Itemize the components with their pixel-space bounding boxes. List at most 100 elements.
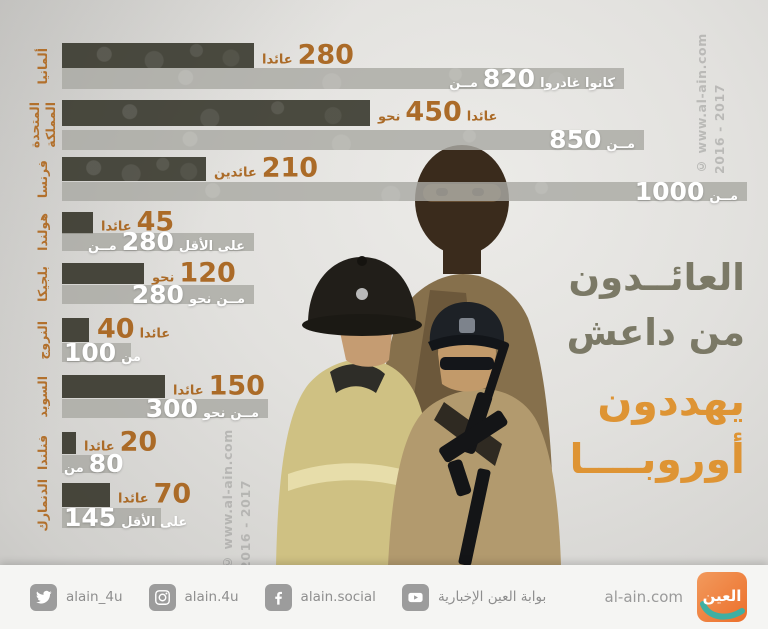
bar-value-caption: عائدا (173, 382, 204, 398)
country-label: فرنسا (34, 159, 50, 199)
bar-value-caption: عائدا (262, 51, 293, 67)
social-twitter[interactable]: alain_4u (30, 583, 123, 611)
bar-value-caption: عائدا (139, 326, 171, 342)
bar-value: 150 (208, 369, 265, 401)
country-label: النروج (34, 320, 50, 360)
bar-value: 280 (131, 279, 184, 309)
twitter-icon (30, 583, 57, 611)
social-facebook[interactable]: alain.social (264, 583, 376, 611)
bar-value-caption: نحو (202, 405, 226, 421)
social-handle: alain.social (300, 589, 376, 605)
bar-value: 850 (549, 125, 602, 154)
bar-value-caption: مــن (230, 405, 259, 421)
alain-logo[interactable]: العين (696, 571, 748, 623)
total-bar (62, 399, 268, 418)
total-bar (62, 130, 644, 150)
total-bar (62, 182, 747, 201)
bar-value: 280 (121, 227, 174, 256)
bar-value-caption: نحو (188, 291, 212, 307)
bar-value-caption: عائدا (118, 491, 149, 507)
country-label: السويد (34, 375, 50, 418)
total-bar (62, 285, 254, 304)
bar-value-caption: مــن (709, 188, 738, 204)
site-url: al-ain.com (604, 588, 683, 606)
social-handle: alain_4u (66, 589, 123, 605)
country-label: الدنمارك (34, 479, 50, 532)
social-links: alain_4u alain.4u alain.social بوابة الع… (30, 565, 572, 629)
bar-value-caption: مــن (216, 291, 245, 307)
watermark-top-right: © www.al-ain.com 2016 - 2017 (694, 33, 727, 174)
facebook-icon (264, 583, 292, 611)
returned-label: عائدين 210 (214, 154, 318, 181)
bar-value-caption: عائدا (84, 439, 115, 455)
bar-value: 210 (261, 152, 319, 184)
title-line-1: العائــدون (568, 256, 746, 299)
returned-bar (62, 318, 89, 342)
bar-value-caption: من (121, 349, 141, 365)
returned-bar (62, 157, 206, 181)
country-label: بلجيكا (34, 265, 50, 302)
total-bar (62, 233, 254, 251)
total-bar (62, 68, 624, 89)
social-youtube[interactable]: بوابة العين الإخبارية (401, 583, 547, 611)
country-label: ألمانيا (34, 47, 50, 85)
returned-bar (62, 212, 93, 234)
returned-bar (62, 100, 370, 126)
bar-value-caption: مــن (449, 75, 478, 91)
bar-value: 20 (119, 426, 158, 458)
bar-value: 145 (64, 503, 117, 532)
returned-label: عائدا 20 (84, 428, 157, 455)
total-label: مــن 820 كانوا غادروا (62, 66, 615, 91)
returned-bar (62, 483, 110, 507)
total-label: مــن 280 على الأقل (62, 229, 245, 254)
bar-value-caption: نحو (378, 109, 401, 125)
armed-officer-photo (388, 302, 561, 566)
bar-value-caption: من (64, 461, 84, 476)
footer-bar: alain_4u alain.4u alain.social بوابة الع… (0, 565, 768, 629)
returned-label: نحو 450 عائدا (378, 98, 497, 125)
country-label: فنلندا (34, 435, 50, 470)
returned-label: عائدا 150 (173, 372, 265, 399)
returned-bar (62, 263, 144, 284)
bar-value: 70 (153, 478, 192, 510)
social-instagram[interactable]: alain.4u (148, 583, 239, 611)
country-label: هولندا (34, 212, 50, 251)
bar-value: 45 (136, 206, 175, 238)
infographic-title: العائــدون من داعش يهددون أوروبــــا (567, 250, 745, 488)
returned-bar (62, 375, 165, 398)
bar-value-caption: مــن (606, 137, 635, 152)
bar-value: 120 (179, 256, 236, 288)
bar-value-caption: كانوا غادروا (540, 75, 615, 91)
returned-label: عائدا 70 (118, 480, 191, 507)
bar-value-caption: عائدين (214, 165, 257, 181)
total-bar (62, 455, 117, 473)
bar-value: 40 (97, 313, 135, 345)
title-line-3: يهددون (597, 377, 745, 425)
total-label: 300 نحو مــن (62, 396, 259, 421)
returned-label: نحو 120 (152, 259, 236, 286)
logo-wordmark: العين (703, 587, 742, 605)
total-bar (62, 508, 161, 528)
total-label: 100 من (64, 340, 141, 365)
total-label: 280 نحو مــن (62, 282, 245, 307)
total-bar (62, 343, 131, 362)
total-label: 850 مــن (62, 127, 635, 152)
returned-bar (62, 432, 76, 454)
title-line-4: أوروبــــا (569, 435, 745, 483)
bar-value: 300 (145, 393, 198, 423)
total-label: من 80 (64, 451, 124, 476)
title-line-2: من داعش (566, 311, 745, 354)
bar-value: 450 (405, 96, 462, 128)
returned-bar (62, 43, 254, 68)
total-label: 1000 مــن (62, 179, 738, 204)
watermark-bottom-center: © www.al-ain.com 2016 - 2017 (220, 429, 253, 570)
bar-value: 100 (64, 337, 117, 367)
returned-label: 40 عائدا (97, 315, 170, 342)
brand-block: al-ain.com العين (605, 565, 748, 629)
country-label: المملكة المتحدة (26, 101, 58, 149)
bar-value-caption: على الأقل (178, 239, 245, 254)
bar-value-caption: نحو (152, 269, 175, 285)
social-handle: بوابة العين الإخبارية (437, 589, 547, 605)
